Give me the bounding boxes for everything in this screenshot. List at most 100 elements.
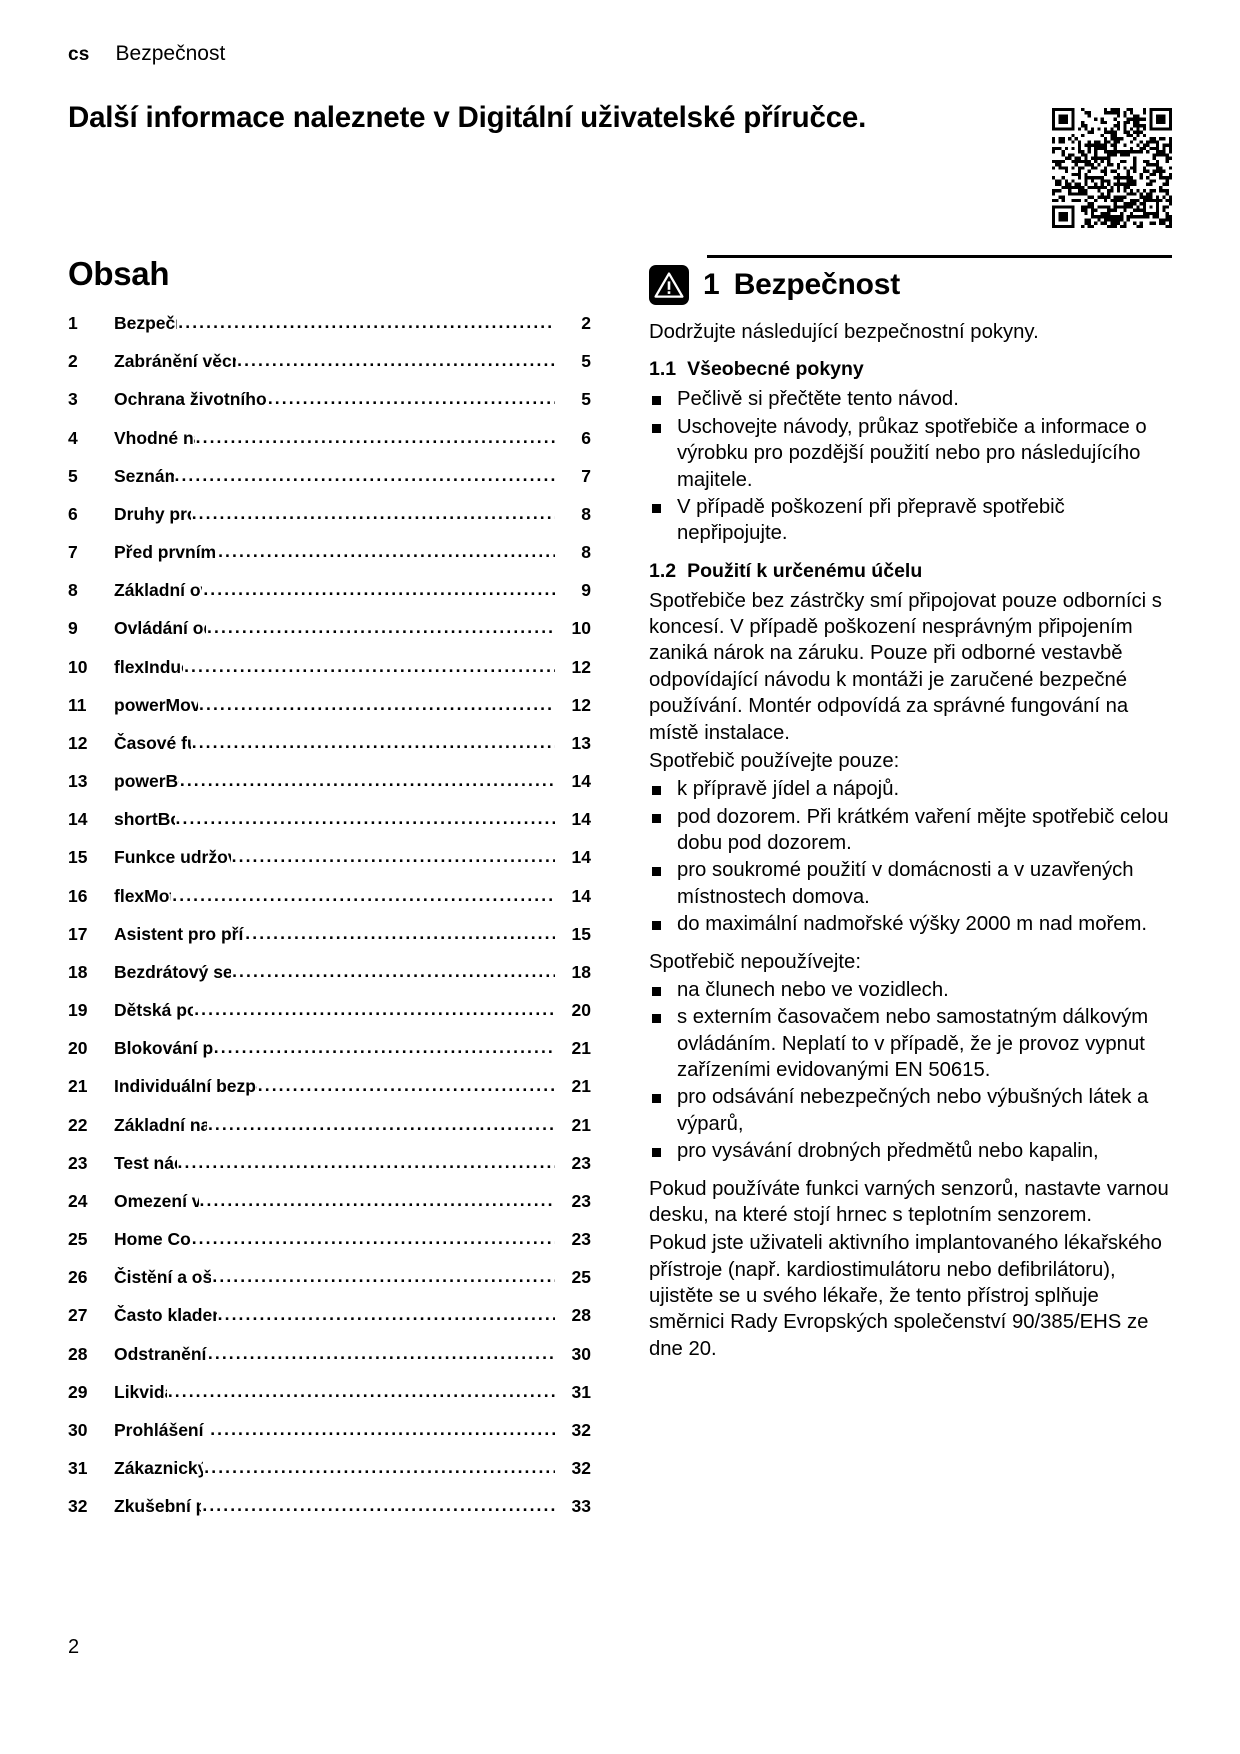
toc-leader-dots: ........................................… xyxy=(191,731,555,752)
toc-entry-label: Zkušební pokrmy xyxy=(114,1496,202,1517)
toc-leader-dots: ........................................… xyxy=(174,464,556,485)
toc-entry[interactable]: 10 flexInduction.........................… xyxy=(68,655,591,679)
toc-entry[interactable]: 19 Dětská pojistka.......................… xyxy=(68,999,591,1022)
toc-entry-number: 15 xyxy=(68,847,88,868)
toc-entry-page: 25 xyxy=(571,1267,591,1288)
toc-entry-page: 9 xyxy=(581,580,591,601)
toc-entry[interactable]: 25 Home Connect..........................… xyxy=(68,1228,591,1251)
toc-leader-dots: ........................................… xyxy=(191,1228,555,1249)
toc-entry[interactable]: 23 Test nádobí...........................… xyxy=(68,1152,591,1175)
toc-entry-label: Před prvním použitím xyxy=(114,542,217,563)
toc-entry[interactable]: 21 Individuální bezpečnostní vypnutí.....… xyxy=(68,1075,591,1098)
toc-entry-number: 6 xyxy=(68,503,78,524)
toc-entry-number: 14 xyxy=(68,809,88,830)
toc-entry[interactable]: 28 Odstranění poruch.....................… xyxy=(68,1342,591,1366)
bullet-item: pro vysávání drobných předmětů nebo kapa… xyxy=(649,1138,1172,1164)
header-section-title: Bezpečnost xyxy=(115,42,226,65)
toc-leader-dots: ........................................… xyxy=(194,999,555,1020)
toc-leader-dots: ........................................… xyxy=(267,388,555,409)
toc-leader-dots: ........................................… xyxy=(212,1266,555,1287)
toc-entry[interactable]: 22 Základní nastavení....................… xyxy=(68,1113,591,1137)
toc-entry[interactable]: 3 Ochrana životního prostředí a úspora...… xyxy=(68,388,591,411)
toc-entry-label: Vhodné nádoby xyxy=(114,427,195,448)
toc-entry-page: 2 xyxy=(581,313,591,333)
toc-entry-page: 18 xyxy=(571,961,591,982)
toc-entry[interactable]: 2 Zabránění věcným škodám................… xyxy=(68,350,591,373)
chapter-header: 1 Bezpečnost xyxy=(649,265,1172,305)
toc-entry-number: 4 xyxy=(68,427,78,448)
toc-entry-page: 32 xyxy=(571,1419,591,1440)
chapter-rule xyxy=(707,255,1172,258)
toc-entry-number: 9 xyxy=(68,618,78,639)
toc-entry-number: 20 xyxy=(68,1038,88,1059)
toc-entry[interactable]: 29 Likvidace.............................… xyxy=(68,1381,591,1404)
toc-entry[interactable]: 15 Funkce udržování teploty..............… xyxy=(68,846,591,869)
toc-entry[interactable]: 30 Prohlášení o shodě....................… xyxy=(68,1419,591,1442)
toc-entry[interactable]: 24 Omezení výkonu........................… xyxy=(68,1190,591,1213)
toc-entry-page: 13 xyxy=(571,732,591,753)
toc-entry-label: Seznámení xyxy=(114,465,174,486)
toc-entry-page: 6 xyxy=(581,427,591,448)
bullet-item: do maximální nadmořské výšky 2000 m nad … xyxy=(649,911,1172,937)
toc-entry-page: 28 xyxy=(571,1305,591,1326)
toc-entry-number: 12 xyxy=(68,732,88,753)
toc-entry-number: 19 xyxy=(68,1000,88,1021)
toc-entry-number: 25 xyxy=(68,1229,88,1250)
toc-column: Obsah 1 Bezpečnost.......................… xyxy=(68,255,591,1535)
toc-entry-label: Home Connect xyxy=(114,1229,191,1250)
toc-entry-label: Ovládání odsávání xyxy=(114,618,206,639)
toc-entry[interactable]: 14 shortBoost............................… xyxy=(68,808,591,831)
chapter-column: 1 Bezpečnost Dodržujte následující bezpe… xyxy=(649,255,1172,1535)
toc-entry-page: 12 xyxy=(571,656,591,677)
cooking-sensor-paragraph: Pokud používáte funkci varných senzorů, … xyxy=(649,1177,1169,1226)
toc-entry[interactable]: 11 powerMove Plus........................… xyxy=(68,694,591,717)
toc-entry[interactable]: 8 Základní ovládání......................… xyxy=(68,579,591,602)
toc-entry-page: 21 xyxy=(571,1076,591,1097)
toc-entry-label: Prohlášení o shodě xyxy=(114,1419,209,1440)
toc-entry[interactable]: 27 Často kladené otázky..................… xyxy=(68,1304,591,1327)
toc-entry[interactable]: 6 Druhy provozu..........................… xyxy=(68,503,591,526)
toc-entry[interactable]: 7 Před prvním použitím...................… xyxy=(68,541,591,564)
toc-entry[interactable]: 12 Časové funkce.........................… xyxy=(68,731,591,755)
toc-entry[interactable]: 16 flexMotion............................… xyxy=(68,885,591,908)
toc-entry-label: Zákaznický servis xyxy=(114,1458,204,1479)
prohibited-use-list: na člunech nebo ve vozidlech. s externím … xyxy=(649,977,1172,1165)
toc-entry-number: 13 xyxy=(68,771,88,792)
toc-entry-number: 8 xyxy=(68,580,78,601)
toc-entry-number: 26 xyxy=(68,1267,88,1288)
toc-entry[interactable]: 9 Ovládání odsávání......................… xyxy=(68,617,591,640)
toc-leader-dots: ........................................… xyxy=(175,808,555,829)
chapter-intro: Dodržujte následující bezpečnostní pokyn… xyxy=(649,321,1039,343)
toc-leader-dots: ........................................… xyxy=(213,1037,555,1058)
toc-entry[interactable]: 5 Seznámení..............................… xyxy=(68,464,591,488)
toc-entry-label: Časové funkce xyxy=(114,732,191,753)
toc-entry-label: Bezdrátový senzor vaření xyxy=(114,961,232,982)
permitted-use-list: k přípravě jídel a nápojů. pod dozorem. P… xyxy=(649,776,1172,937)
toc-entry-page: 12 xyxy=(571,694,591,715)
toc-entry-page: 23 xyxy=(571,1152,591,1173)
toc-entry[interactable]: 26 Čistění a ošetřování..................… xyxy=(68,1266,591,1289)
toc-entry[interactable]: 31 Zákaznický servis.....................… xyxy=(68,1457,591,1480)
toc-entry-page: 23 xyxy=(571,1190,591,1211)
toc-entry[interactable]: 20 Blokování při utírání.................… xyxy=(68,1037,591,1060)
toc-entry[interactable]: 32 Zkušební pokrmy.......................… xyxy=(68,1495,591,1518)
bullet-item: pro odsávání nebezpečných nebo výbušných… xyxy=(649,1084,1172,1137)
toc-entry[interactable]: 1 Bezpečnost.............................… xyxy=(68,312,591,335)
toc-entry-label: Ochrana životního prostředí a úspora xyxy=(114,389,267,410)
toc-leader-dots: ........................................… xyxy=(207,1113,555,1134)
toc-entry[interactable]: 4 Vhodné nádoby..........................… xyxy=(68,427,591,450)
body-columns: Obsah 1 Bezpečnost.......................… xyxy=(68,255,1172,1535)
toc-entry[interactable]: 13 powerBoost............................… xyxy=(68,770,591,793)
toc-leader-dots: ........................................… xyxy=(184,655,555,676)
toc-leader-dots: ........................................… xyxy=(207,1342,555,1363)
toc-entry-label: Druhy provozu xyxy=(114,503,191,524)
toc-entry-number: 22 xyxy=(68,1114,88,1135)
toc-entry-number: 7 xyxy=(68,542,78,563)
bullet-item: Uschovejte návody, průkaz spotřebiče a i… xyxy=(649,414,1172,493)
toc-entry-number: 23 xyxy=(68,1152,88,1173)
toc-entry[interactable]: 18 Bezdrátový senzor vaření..............… xyxy=(68,961,591,984)
toc-entry[interactable]: 17 Asistent pro přípravu pokrmů..........… xyxy=(68,922,591,946)
toc-entry-label: Bezpečnost xyxy=(114,313,177,333)
toc-entry-number: 24 xyxy=(68,1190,88,1211)
toc-leader-dots: ........................................… xyxy=(245,922,555,943)
